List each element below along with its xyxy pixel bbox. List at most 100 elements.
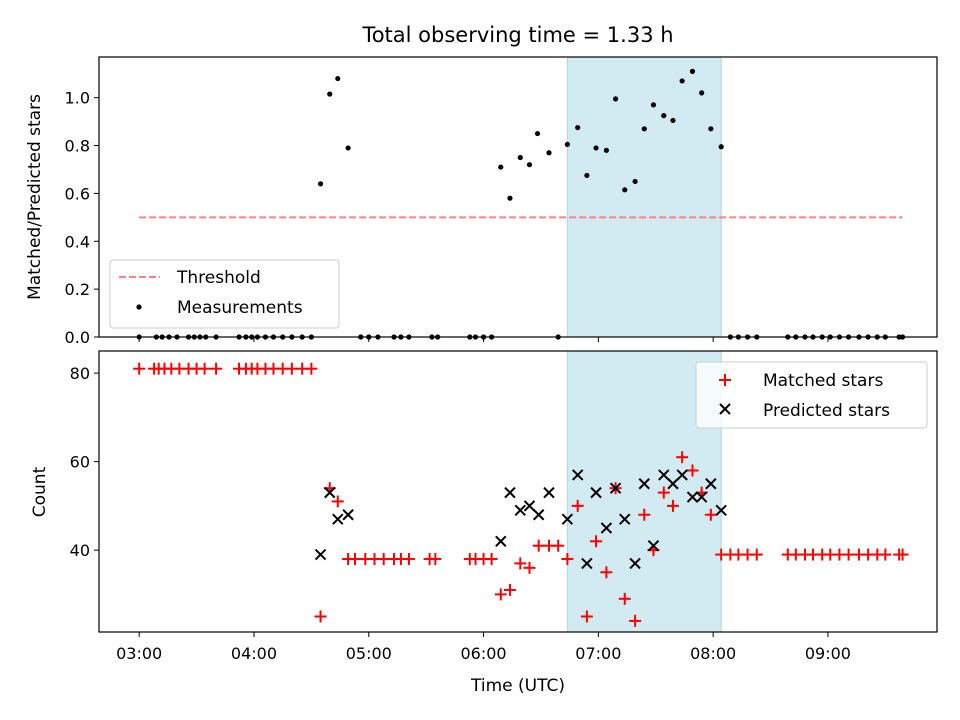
predicted-star-point xyxy=(342,509,354,521)
matched-star-point xyxy=(590,535,603,548)
top-y-tick-label: 0.4 xyxy=(65,232,90,251)
matched-star-point xyxy=(629,614,642,627)
predicted-star-point xyxy=(590,486,602,499)
matched-star-point xyxy=(879,548,892,561)
measurement-point xyxy=(650,102,657,108)
matched-star-point xyxy=(600,566,613,579)
legend-measurements-label: Measurements xyxy=(177,298,303,318)
predicted-marker-b xyxy=(619,513,631,525)
predicted-marker-b xyxy=(504,486,516,499)
predicted-star-point xyxy=(629,557,641,570)
top-y-tick-label: 0.6 xyxy=(65,184,90,203)
matched-star-point xyxy=(377,552,390,565)
predicted-star-point xyxy=(619,513,631,525)
matched-star-point xyxy=(580,610,593,623)
predicted-marker-b xyxy=(332,513,344,525)
predicted-star-point xyxy=(332,513,344,525)
predicted-star-point xyxy=(514,504,527,517)
matched-star-point xyxy=(314,610,327,623)
matched-star-point xyxy=(561,552,574,565)
predicted-marker-b xyxy=(590,486,602,499)
measurement-point xyxy=(661,113,667,119)
predicted-marker-b xyxy=(667,478,679,490)
predicted-marker-b xyxy=(638,478,650,490)
predicted-marker-b xyxy=(705,478,717,490)
predicted-marker-b xyxy=(514,504,527,517)
matched-star-point xyxy=(896,548,909,561)
predicted-marker-b xyxy=(523,500,536,512)
measurement-point xyxy=(679,78,685,84)
x-tick-label: 07:00 xyxy=(575,644,621,663)
bottom-y-tick-label: 80 xyxy=(70,364,90,383)
matched-star-point xyxy=(210,362,223,375)
predicted-star-point xyxy=(609,482,622,494)
matched-star-point xyxy=(571,499,584,512)
top-legend: Threshold Measurements xyxy=(109,259,340,329)
matched-star-point xyxy=(429,552,442,565)
measurement-point xyxy=(526,162,533,168)
x-tick-label: 03:00 xyxy=(116,644,162,663)
predicted-star-point xyxy=(543,486,555,499)
chart-title: Total observing time = 1.33 h xyxy=(361,23,673,47)
bottom-y-tick-label: 60 xyxy=(70,453,90,472)
predicted-marker-b xyxy=(532,509,545,521)
matched-star-point xyxy=(485,552,498,565)
matched-star-point xyxy=(842,548,855,561)
predicted-marker-b xyxy=(324,486,336,499)
top-y-tick-label: 0.2 xyxy=(65,280,90,299)
measurement-point xyxy=(699,90,705,96)
measurement-point xyxy=(641,126,647,132)
top-y-tick-label: 0.8 xyxy=(65,137,90,156)
top-panel: 0.0 0.2 0.4 0.6 0.8 1.0 xyxy=(65,56,938,347)
measurement-point xyxy=(593,145,599,151)
top-axes-frame xyxy=(98,56,938,338)
measurement-point xyxy=(603,147,609,153)
measurement-point xyxy=(564,141,570,147)
predicted-star-point xyxy=(581,557,593,570)
predicted-marker-b xyxy=(695,491,708,503)
measurement-point xyxy=(498,164,504,170)
measurement-point xyxy=(575,124,581,131)
predicted-star-point xyxy=(676,469,688,481)
matched-star-point xyxy=(750,548,763,561)
bottom-legend-box xyxy=(695,361,928,429)
predicted-star-point xyxy=(667,478,679,490)
bottom-y-axis-label: Count xyxy=(30,466,50,517)
measurement-point xyxy=(632,178,638,185)
matched-star-point xyxy=(494,588,507,601)
top-y-tick-label: 1.0 xyxy=(65,89,90,108)
matched-star-point xyxy=(198,362,211,375)
predicted-star-point xyxy=(523,500,536,512)
matched-star-point xyxy=(532,539,545,552)
legend-measurements-swatch xyxy=(136,304,142,310)
measurement-point xyxy=(327,91,333,97)
predicted-marker-b xyxy=(495,535,507,547)
x-tick-label: 05:00 xyxy=(346,644,392,663)
predicted-marker-b xyxy=(543,486,555,499)
top-y-tick-label: 0.0 xyxy=(65,328,90,347)
predicted-marker-b xyxy=(581,557,593,570)
x-tick-label: 06:00 xyxy=(461,644,507,663)
legend-matched-swatch xyxy=(719,374,731,386)
x-tick-label: 08:00 xyxy=(690,644,736,663)
predicted-marker-b xyxy=(686,491,699,503)
predicted-star-point xyxy=(532,509,545,521)
predicted-marker-b xyxy=(561,513,574,525)
matched-star-point xyxy=(704,508,717,521)
predicted-star-point xyxy=(658,469,670,481)
bottom-axes-frame xyxy=(98,350,938,633)
top-observing-window xyxy=(566,56,722,338)
x-tick-label: 04:00 xyxy=(231,644,277,663)
measurement-point xyxy=(345,145,351,151)
measurement-point xyxy=(517,154,523,161)
predicted-star-point xyxy=(686,491,699,503)
predicted-marker-b xyxy=(609,482,622,494)
measurement-point xyxy=(689,68,696,74)
predicted-marker-b xyxy=(658,469,670,481)
predicted-marker-b xyxy=(629,557,641,570)
predicted-star-point xyxy=(561,513,574,525)
measurement-point xyxy=(335,75,341,82)
matched-star-point xyxy=(686,464,699,477)
bottom-y-tick-label: 40 xyxy=(70,541,90,560)
